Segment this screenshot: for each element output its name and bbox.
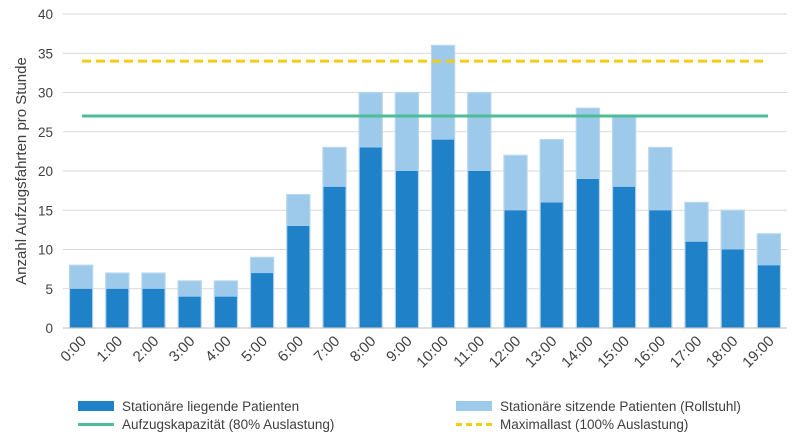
bar-s0-3:00 [178,296,202,328]
y-tick-label-10: 10 [38,243,53,258]
bar-s0-4:00 [214,296,238,328]
bar-s1-18:00 [721,210,745,250]
legend-swatch-liegende [78,401,114,411]
legend-label-kapazitaet: Aufzugskapazität (80% Auslastung) [122,416,335,432]
bar-s1-11:00 [467,92,491,171]
bar-s1-5:00 [250,257,274,274]
bar-s0-15:00 [612,186,636,328]
bar-s0-10:00 [431,139,455,328]
legend-item-kapazitaet: Aufzugskapazität (80% Auslastung) [78,414,334,434]
legend-label-liegende: Stationäre liegende Patienten [122,398,300,414]
bar-s0-17:00 [684,241,709,328]
bar-s1-9:00 [395,92,419,171]
bar-s1-17:00 [684,202,709,242]
x-tick-label-19:00: 19:00 [739,333,778,372]
x-tick-label-8:00: 8:00 [347,333,380,366]
legend-swatch-kapazitaet [78,422,114,426]
y-axis-ticks: 0 5 10 15 20 25 30 35 40 [38,7,53,336]
bar-s1-15:00 [612,116,636,187]
bar-s1-6:00 [286,194,310,226]
legend-item-sitzende: Stationäre sitzende Patienten (Rollstuhl… [456,396,741,416]
x-tick-label-18:00: 18:00 [703,333,742,372]
legend-label-sitzende: Stationäre sitzende Patienten (Rollstuhl… [500,398,741,414]
bar-s1-13:00 [540,139,564,203]
legend-swatch-maximallast [456,422,492,426]
x-tick-label-4:00: 4:00 [202,333,235,366]
x-tick-label-15:00: 15:00 [594,333,633,372]
y-tick-label-5: 5 [45,282,53,297]
bar-s0-18:00 [721,249,745,328]
legend: Stationäre liegende Patienten Stationäre… [0,392,798,435]
bar-s1-14:00 [576,108,600,179]
x-tick-label-11:00: 11:00 [450,333,488,371]
bar-s0-2:00 [141,288,166,328]
legend-item-liegende: Stationäre liegende Patienten [78,396,299,416]
bar-s0-6:00 [286,225,310,328]
x-tick-label-16:00: 16:00 [631,333,670,372]
legend-swatch-sitzende [456,401,492,411]
bars [68,44,782,329]
bar-s0-9:00 [395,171,419,328]
y-tick-label-0: 0 [45,321,53,336]
gridlines [63,13,787,290]
bar-s0-5:00 [250,273,274,328]
bar-s1-12:00 [503,155,528,211]
x-tick-label-3:00: 3:00 [166,333,199,366]
bar-s0-16:00 [648,210,672,328]
x-tick-label-12:00: 12:00 [486,333,525,372]
bar-s1-1:00 [105,273,129,289]
x-tick-label-14:00: 14:00 [558,333,597,372]
bar-s0-11:00 [467,171,491,328]
x-tick-label-1:00: 1:00 [93,333,126,366]
x-tick-label-0:00: 0:00 [57,333,90,366]
x-tick-label-2:00: 2:00 [130,333,163,366]
x-tick-label-17:00: 17:00 [667,333,706,372]
bar-s1-7:00 [322,147,347,187]
bar-s1-19:00 [757,233,781,266]
stacked-bar-chart: 0 5 10 15 20 25 30 35 40 0:00 1:00 2:00 3:00 4:00 5:0… [13,7,787,372]
y-tick-label-30: 30 [38,86,53,101]
bar-s1-2:00 [141,273,166,289]
reference-lines [82,59,768,118]
bar-s0-8:00 [359,147,383,328]
y-tick-label-25: 25 [38,125,53,140]
bar-s1-4:00 [214,280,238,297]
bar-s0-7:00 [322,186,347,328]
bar-s0-12:00 [503,210,528,328]
y-tick-label-20: 20 [38,164,53,179]
y-tick-label-40: 40 [38,7,53,22]
bar-s1-16:00 [648,147,672,211]
legend-item-maximallast: Maximallast (100% Auslastung) [456,414,688,434]
bar-s0-19:00 [757,265,781,328]
x-tick-label-7:00: 7:00 [311,333,344,366]
x-tick-label-13:00: 13:00 [522,333,561,372]
y-tick-label-15: 15 [38,203,53,218]
bar-s0-0:00 [69,288,93,328]
y-axis-label: Anzahl Aufzugsfahrten pro Stunde [13,57,30,285]
x-tick-label-9:00: 9:00 [383,333,416,366]
bar-s0-1:00 [105,288,129,328]
bar-s1-3:00 [178,280,202,297]
x-tick-label-10:00: 10:00 [413,333,452,372]
legend-label-maximallast: Maximallast (100% Auslastung) [500,416,689,432]
bar-s0-14:00 [576,178,600,328]
bar-s1-10:00 [431,45,455,140]
bar-s1-0:00 [69,265,93,289]
y-tick-label-35: 35 [38,46,53,61]
x-tick-label-5:00: 5:00 [238,333,271,366]
bar-s0-13:00 [540,202,564,328]
bar-s1-8:00 [359,92,383,148]
x-tick-label-6:00: 6:00 [274,333,307,366]
x-axis-ticks: 0:00 1:00 2:00 3:00 4:00 5:00 6:00 7:00 8:00 9:00… [57,333,777,372]
